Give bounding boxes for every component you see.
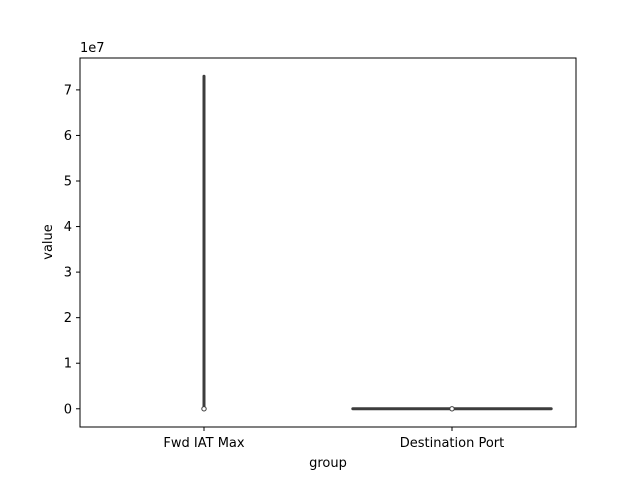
x-axis-label: group xyxy=(309,456,347,471)
y-offset-label: 1e7 xyxy=(80,41,105,56)
plot-frame xyxy=(79,57,577,428)
y-axis-ticks: 0 1 2 3 4 5 6 7 xyxy=(64,83,80,417)
y-tick-label: 4 xyxy=(64,220,72,235)
plot-background xyxy=(80,58,576,427)
median-marker xyxy=(449,406,455,412)
y-tick-label: 7 xyxy=(64,83,72,98)
y-tick-label: 3 xyxy=(64,266,72,281)
y-tick-label: 2 xyxy=(64,311,72,326)
y-tick-label: 1 xyxy=(64,357,72,372)
x-axis-ticks: Fwd IAT Max Destination Port xyxy=(163,427,504,451)
y-tick-label: 0 xyxy=(64,402,72,417)
y-axis-label: value xyxy=(41,224,56,260)
x-tick-label: Destination Port xyxy=(400,436,505,451)
y-tick-label: 5 xyxy=(64,175,72,190)
y-tick-label: 6 xyxy=(64,129,72,144)
violins-layer xyxy=(201,74,553,412)
x-tick-label: Fwd IAT Max xyxy=(163,436,244,451)
median-marker xyxy=(201,406,207,412)
